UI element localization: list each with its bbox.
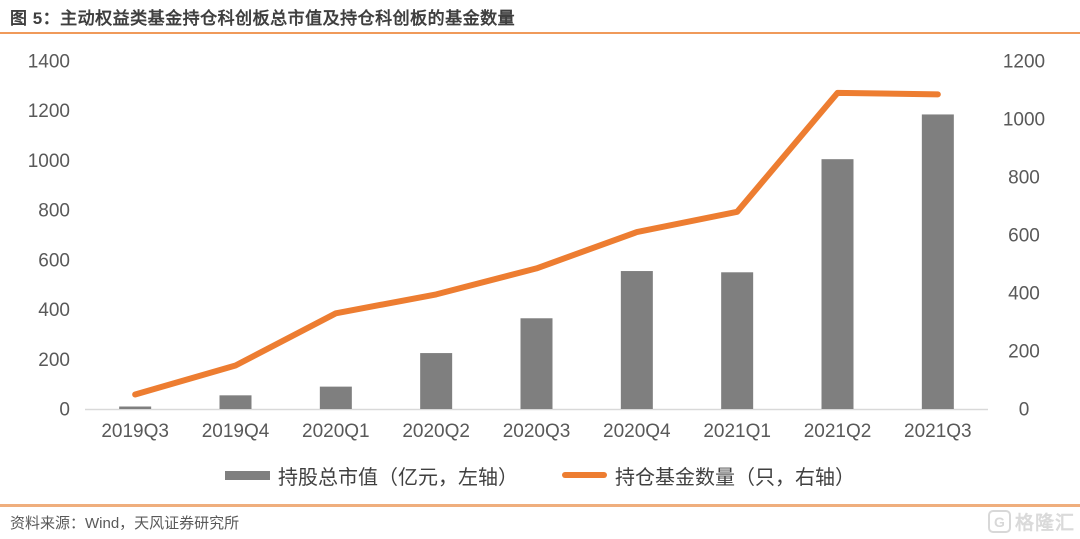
line-series-swatch (562, 472, 607, 478)
x-axis-label: 2020Q4 (603, 421, 671, 442)
gelonghui-logo-text: 格隆汇 (1014, 513, 1075, 534)
bar-2021Q1 (721, 272, 754, 409)
x-axis-label: 2019Q3 (101, 421, 169, 442)
gelonghui-logo-letter: G (994, 513, 1005, 530)
x-axis-label: 2021Q2 (804, 421, 872, 442)
right-axis-tick-label: 800 (1008, 168, 1040, 189)
left-axis-tick-label: 0 (59, 400, 70, 421)
x-axis-label: 2020Q2 (402, 421, 470, 442)
left-axis-tick-label: 200 (38, 350, 70, 371)
bar-2020Q4 (620, 271, 653, 409)
bar-series-label: 持股总市值（亿元，左轴） (278, 466, 518, 489)
x-axis-label: 2021Q1 (703, 421, 771, 442)
footer-divider-line (0, 504, 1080, 507)
x-axis-label: 2021Q3 (904, 421, 972, 442)
right-axis-tick-label: 400 (1008, 284, 1040, 305)
left-axis-tick-label: 1200 (28, 101, 70, 122)
right-axis-tick-label: 200 (1008, 342, 1040, 363)
gelonghui-logo: G 格隆汇 (987, 508, 1075, 535)
bar-series-swatch (225, 470, 270, 480)
fund-count-line (132, 89, 941, 398)
combo-bar-line-chart: 0 200 400 600 800 1000 1200 1400 0 200 400 600 800 10… (28, 52, 1045, 443)
legend-item-fund-count: 持仓基金数量（只，右轴） (562, 461, 855, 490)
bar-2020Q1 (319, 386, 352, 409)
gelonghui-logo-icon: G (987, 510, 1011, 533)
data-source-text: 资料来源：Wind，天风证券研究所 (10, 515, 240, 532)
bar-2021Q3 (921, 114, 954, 409)
left-axis-tick-label: 1400 (28, 52, 70, 73)
line-series-label: 持仓基金数量（只，右轴） (615, 466, 855, 489)
bar-2020Q2 (420, 353, 453, 409)
right-axis-tick-label: 1000 (1003, 110, 1045, 131)
bar-2019Q3 (119, 406, 152, 409)
bar-2020Q3 (520, 318, 553, 409)
right-axis-tick-label: 600 (1008, 226, 1040, 247)
left-axis-tick-label: 800 (38, 201, 70, 222)
right-axis-tick-label: 1200 (1003, 52, 1045, 73)
left-axis-tick-label: 600 (38, 250, 70, 271)
right-axis-tick-label: 0 (1019, 400, 1030, 421)
bar-2021Q2 (821, 159, 854, 409)
left-axis-tick-label: 1000 (28, 151, 70, 172)
title-divider-line (0, 32, 1080, 34)
figure-title: 图 5：主动权益类基金持仓科创板总市值及持仓科创板的基金数量 (10, 9, 516, 28)
legend-item-market-value: 持股总市值（亿元，左轴） (225, 461, 518, 490)
x-axis-label: 2019Q4 (202, 421, 270, 442)
x-axis-label: 2020Q1 (302, 421, 370, 442)
bar-2019Q4 (219, 395, 252, 409)
left-axis-tick-label: 400 (38, 300, 70, 321)
chart-legend: 持股总市值（亿元，左轴） 持仓基金数量（只，右轴） (0, 461, 1080, 490)
x-axis-label: 2020Q3 (503, 421, 571, 442)
